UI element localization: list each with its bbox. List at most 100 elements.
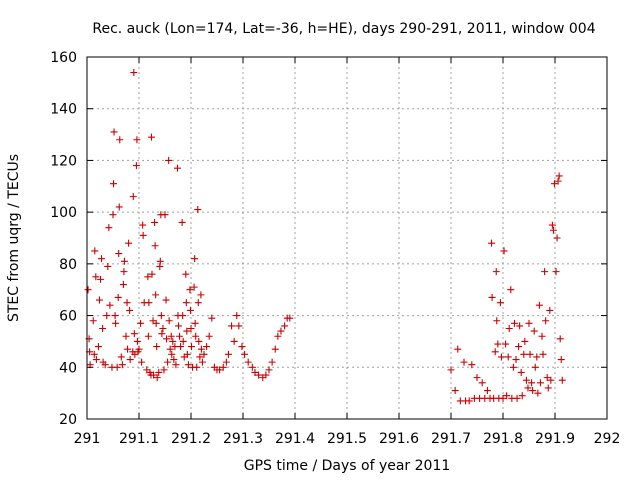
- x-tick-label: 291.5: [327, 431, 367, 447]
- data-point-marker: [198, 358, 206, 366]
- data-point-marker: [115, 203, 123, 211]
- data-point-marker: [228, 322, 236, 330]
- data-point-marker: [451, 387, 459, 395]
- data-point-marker: [542, 317, 550, 325]
- data-point-marker: [90, 350, 98, 358]
- data-point-marker: [126, 306, 134, 314]
- data-point-marker: [531, 363, 539, 371]
- data-point-marker: [468, 361, 476, 369]
- x-tick-label: 291.2: [171, 431, 211, 447]
- data-point-marker: [536, 379, 544, 387]
- data-point-marker: [152, 291, 160, 299]
- data-point-marker: [91, 247, 99, 255]
- data-point-marker: [139, 221, 147, 229]
- data-point-marker: [112, 319, 120, 327]
- data-point-marker: [151, 218, 159, 226]
- data-point-marker: [274, 332, 282, 340]
- data-point-marker: [182, 299, 190, 307]
- data-point-marker: [124, 345, 132, 353]
- data-point-marker: [156, 257, 164, 265]
- y-tick-label: 40: [59, 360, 77, 376]
- data-point-marker: [179, 337, 187, 345]
- data-point-marker: [116, 136, 124, 144]
- data-point-marker: [500, 247, 508, 255]
- data-point-marker: [191, 255, 199, 263]
- data-point-marker: [120, 257, 128, 265]
- data-point-marker: [509, 363, 517, 371]
- data-point-marker: [164, 358, 172, 366]
- data-point-marker: [529, 387, 537, 395]
- axis-ticks: 291 291.1 291.2 291.3 291.4 291.5 291.6 291.7 29…: [50, 50, 620, 447]
- data-point-marker: [103, 312, 111, 320]
- data-point-marker: [120, 268, 128, 276]
- data-point-marker: [493, 317, 501, 325]
- data-point-marker: [89, 317, 97, 325]
- data-point-marker: [286, 314, 294, 322]
- data-point-marker: [521, 337, 529, 345]
- data-point-marker: [165, 156, 173, 164]
- data-point-marker: [483, 387, 491, 395]
- data-point-marker: [238, 343, 246, 351]
- x-tick-label: 291.3: [223, 431, 263, 447]
- data-point-marker: [153, 374, 161, 382]
- data-point-marker: [539, 350, 547, 358]
- data-point-marker: [235, 322, 243, 330]
- data-point-marker: [538, 332, 546, 340]
- data-point-marker: [84, 286, 92, 294]
- data-point-marker: [543, 374, 551, 382]
- data-point-marker: [546, 306, 554, 314]
- data-point-marker: [182, 270, 190, 278]
- y-axis-title: STEC from uqrg / TECUs: [6, 154, 22, 322]
- data-point-marker: [95, 296, 103, 304]
- data-point-marker: [203, 343, 211, 351]
- data-point-marker: [145, 299, 153, 307]
- data-point-marker: [195, 337, 203, 345]
- chart-title: Rec. auck (Lon=174, Lat=-36, h=HE), days…: [92, 21, 595, 37]
- data-point-marker: [169, 337, 177, 345]
- data-point-marker: [550, 180, 558, 188]
- data-point-marker: [219, 363, 227, 371]
- data-point-marker: [222, 358, 230, 366]
- data-point-marker: [216, 366, 224, 374]
- data-point-marker: [492, 268, 500, 276]
- data-point-marker: [175, 322, 183, 330]
- y-tick-label: 20: [59, 412, 77, 428]
- data-point-marker: [510, 319, 518, 327]
- data-point-marker: [147, 133, 155, 141]
- data-point-marker: [556, 335, 564, 343]
- data-point-marker: [533, 353, 541, 361]
- data-point-marker: [132, 162, 140, 170]
- data-point-marker: [113, 363, 121, 371]
- y-tick-label: 120: [50, 153, 77, 169]
- data-point-marker: [205, 332, 213, 340]
- data-point-marker: [92, 273, 100, 281]
- data-point-marker: [178, 218, 186, 226]
- data-point-marker: [135, 345, 143, 353]
- data-point-marker: [183, 350, 191, 358]
- data-point-marker: [115, 250, 123, 258]
- data-point-marker: [166, 345, 174, 353]
- data-point-marker: [494, 340, 502, 348]
- data-point-marker: [473, 374, 481, 382]
- data-point-marker: [110, 180, 118, 188]
- data-point-marker: [137, 319, 145, 327]
- data-point-marker: [177, 343, 185, 351]
- data-point-marker: [208, 314, 216, 322]
- data-point-marker: [191, 319, 199, 327]
- data-point-marker: [167, 332, 175, 340]
- data-point-marker: [520, 350, 528, 358]
- data-point-marker: [465, 397, 473, 405]
- data-point-marker: [497, 353, 505, 361]
- data-point-marker: [133, 136, 141, 144]
- data-point-marker: [528, 379, 536, 387]
- data-point-marker: [190, 283, 198, 291]
- data-point-marker: [230, 337, 238, 345]
- data-point-marker: [491, 348, 499, 356]
- data-point-marker: [192, 332, 200, 340]
- data-point-marker: [535, 301, 543, 309]
- data-point-marker: [513, 394, 521, 402]
- data-point-marker: [224, 350, 232, 358]
- data-point-marker: [248, 363, 256, 371]
- data-point-marker: [144, 332, 152, 340]
- y-tick-label: 140: [50, 102, 77, 118]
